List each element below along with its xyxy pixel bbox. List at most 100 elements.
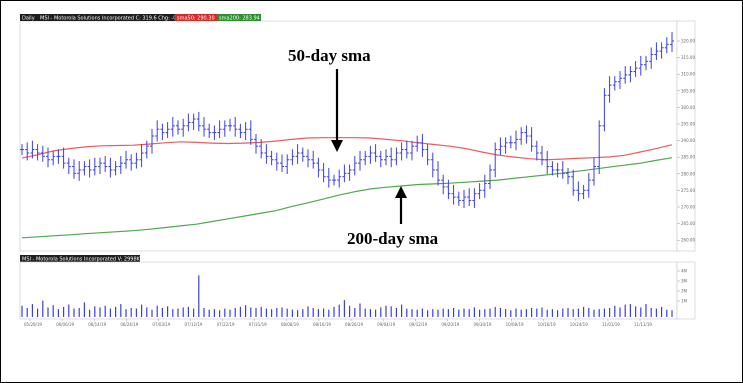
- ohlc-bar: [129, 154, 134, 171]
- ohlc-bar: [118, 156, 123, 175]
- ohlc-bar: [295, 144, 300, 164]
- ohlc-bar: [404, 140, 409, 159]
- price-panel: [19, 20, 678, 252]
- ohlc-bar: [482, 174, 487, 198]
- ohlc-bar: [488, 164, 492, 189]
- price-tick-label: 320.00: [681, 39, 695, 44]
- ohlc-bar: [451, 184, 456, 205]
- ohlc-bar: [644, 55, 648, 71]
- price-legend: Daily MSI - Motorola Solutions Incorpora…: [20, 14, 261, 22]
- price-tick-label: 295.00: [681, 122, 695, 127]
- ohlc-bar: [524, 125, 529, 144]
- ohlc-bar: [196, 111, 201, 132]
- date-tick-label: 11/01/19: [602, 322, 620, 327]
- date-tick-label: 07/31/19: [249, 322, 267, 327]
- ohlc-bar: [139, 144, 144, 168]
- legend-symbol: MSI - Motorola Solutions Incorporated C:…: [40, 16, 181, 22]
- ohlc-bar: [72, 159, 76, 179]
- ohlc-bar: [456, 191, 461, 206]
- ohlc-bar: [30, 140, 35, 159]
- ohlc-bar: [545, 150, 550, 175]
- ohlc-bar: [347, 164, 352, 181]
- date-tick-label: 09/04/19: [377, 322, 395, 327]
- ohlc-bar: [144, 140, 149, 159]
- price-tick-label: 270.00: [681, 205, 695, 210]
- ohlc-bar: [529, 127, 534, 152]
- ohlc-bar: [430, 152, 435, 178]
- ohlc-bar: [170, 116, 175, 137]
- ohlc-bar: [264, 144, 269, 164]
- price-bars: [20, 32, 674, 208]
- ohlc-bar: [124, 150, 128, 169]
- ohlc-bar: [82, 161, 87, 176]
- ohlc-bar: [337, 169, 342, 188]
- ohlc-bar: [243, 122, 248, 141]
- legend-box-symbol: [38, 14, 175, 21]
- ohlc-bar: [92, 157, 97, 176]
- ohlc-bar: [508, 135, 513, 149]
- ohlc-bar: [446, 179, 451, 200]
- ohlc-bar: [46, 147, 50, 168]
- ohlc-bar: [108, 157, 113, 178]
- ohlc-bar: [586, 172, 591, 198]
- ohlc-bar: [612, 76, 617, 91]
- ohlc-bar: [519, 127, 524, 145]
- date-tick-label: 05/29/19: [24, 322, 42, 327]
- price-tick-label: 290.00: [681, 138, 695, 143]
- ohlc-bar: [254, 133, 258, 154]
- date-tick-label: 10/08/19: [506, 322, 524, 327]
- ohlc-bar: [425, 144, 430, 166]
- sma200-arrow-head: [395, 186, 407, 198]
- date-tick-label: 06/06/19: [56, 322, 74, 327]
- ohlc-bar: [290, 149, 295, 166]
- ohlc-bar: [670, 32, 674, 52]
- volume-tick-label: 1M: [681, 299, 688, 304]
- ohlc-bar: [98, 157, 102, 175]
- legend-box-daily: [20, 14, 38, 21]
- ohlc-bar: [358, 150, 362, 171]
- date-tick-label: 06/24/19: [120, 322, 138, 327]
- volume-tick-label: 4M: [681, 269, 688, 274]
- ohlc-bar: [306, 149, 310, 168]
- ohlc-bar: [566, 167, 570, 185]
- ohlc-bar: [498, 137, 503, 156]
- ohlc-bar: [202, 116, 206, 137]
- ohlc-bar: [576, 181, 581, 202]
- date-tick-label: 08/08/19: [281, 322, 299, 327]
- ohlc-bar: [623, 66, 628, 84]
- legend-box-sma50: [175, 14, 217, 21]
- date-tick-label: 07/22/19: [217, 322, 235, 327]
- volume-legend: MSI - Motorola Solutions Incorporated V:…: [22, 257, 141, 263]
- price-tick-label: 285.00: [681, 155, 695, 160]
- price-tick-label: 260.00: [681, 238, 695, 243]
- date-tick-label: 09/20/19: [441, 322, 459, 327]
- ohlc-bar: [363, 150, 368, 166]
- ohlc-bar: [332, 174, 336, 186]
- ohlc-bar: [514, 130, 518, 151]
- volume-bars: [21, 275, 673, 317]
- ohlc-bar: [581, 184, 586, 200]
- date-tick-label: 10/16/19: [538, 322, 556, 327]
- ohlc-bar: [207, 123, 212, 139]
- ohlc-bar: [534, 140, 539, 161]
- ohlc-bar: [56, 149, 61, 164]
- sma200-annotation: 200-day sma: [347, 229, 439, 248]
- ohlc-bar: [540, 145, 544, 166]
- ohlc-bar: [602, 88, 607, 132]
- price-tick-label: 300.00: [681, 105, 695, 110]
- ohlc-bar: [269, 150, 274, 166]
- ohlc-bar: [259, 139, 264, 159]
- ohlc-bar: [394, 147, 399, 166]
- ohlc-bar: [384, 149, 388, 166]
- ohlc-bar: [342, 164, 347, 183]
- ohlc-bar: [25, 142, 30, 161]
- date-tick-label: 07/03/19: [152, 322, 170, 327]
- volume-axis-ticks: 4M 3M 2M 1M: [677, 269, 688, 304]
- ohlc-bar: [217, 120, 222, 139]
- ohlc-bar: [638, 55, 643, 76]
- date-axis-ticks: 05/29/19 06/06/19 06/14/19 06/24/19 07/03/19…: [24, 319, 652, 327]
- ohlc-bar: [493, 142, 498, 178]
- ohlc-bar: [555, 162, 560, 178]
- sma50-annotation: 50-day sma: [288, 46, 371, 65]
- ohlc-bar: [560, 161, 565, 179]
